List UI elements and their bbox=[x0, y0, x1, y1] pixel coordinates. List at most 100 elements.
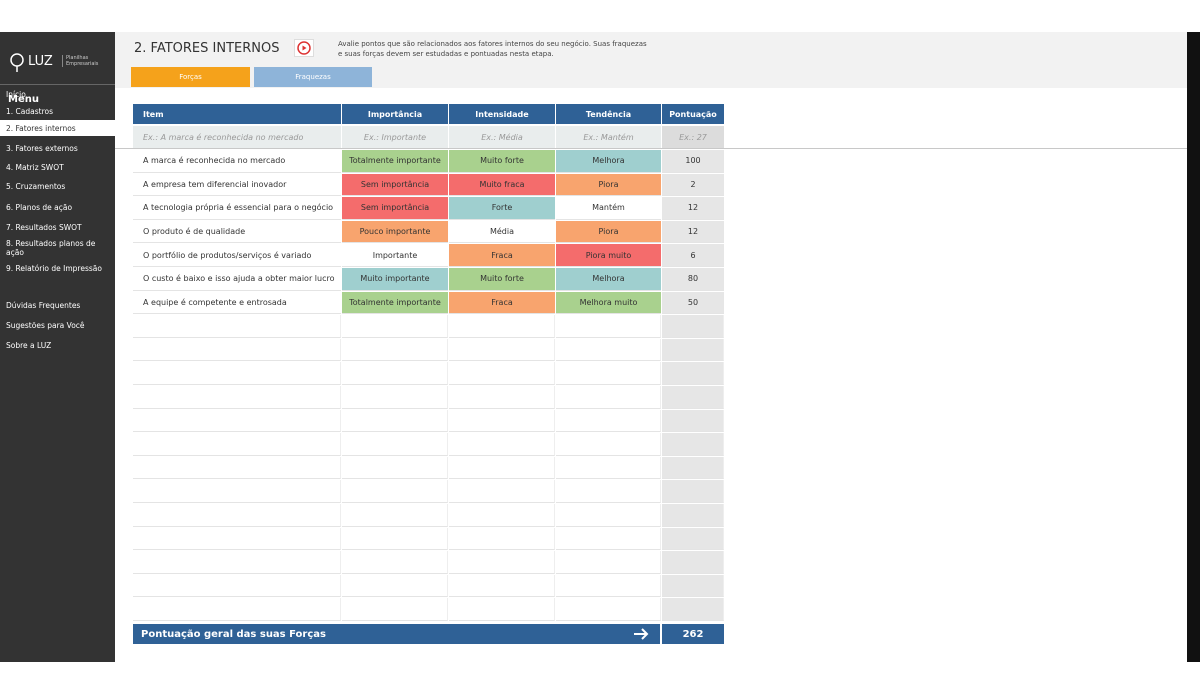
empty-cell bbox=[342, 527, 448, 551]
tab[interactable]: Fraquezas bbox=[254, 67, 372, 87]
column-header: Item bbox=[133, 104, 341, 124]
example-cell: Ex.: Mantém bbox=[556, 126, 661, 148]
empty-cell bbox=[662, 362, 724, 385]
logo: LUZ bbox=[28, 54, 53, 69]
menu-item[interactable]: 5. Cruzamentos bbox=[6, 181, 66, 191]
table-cell: Muito fraca bbox=[449, 173, 555, 197]
empty-cell bbox=[449, 386, 555, 409]
empty-cell bbox=[133, 433, 341, 456]
empty-cell bbox=[133, 527, 341, 551]
empty-cell bbox=[133, 480, 341, 503]
menu-item[interactable]: Dúvidas Frequentes bbox=[6, 300, 81, 310]
menu-title: Menu bbox=[8, 94, 39, 105]
logo-subtitle: Planilhas Empresariais bbox=[62, 55, 106, 67]
table-cell: Sem importância bbox=[342, 197, 448, 220]
menu-item[interactable]: 1. Cadastros bbox=[6, 106, 53, 116]
empty-cell bbox=[449, 409, 555, 433]
empty-cell bbox=[342, 574, 448, 598]
empty-cell bbox=[449, 480, 555, 503]
empty-cell bbox=[662, 315, 724, 338]
play-button[interactable] bbox=[294, 39, 314, 57]
empty-cell bbox=[556, 574, 661, 598]
empty-cell bbox=[662, 598, 724, 621]
empty-cell bbox=[449, 433, 555, 456]
empty-cell bbox=[556, 480, 661, 503]
table-cell: 12 bbox=[662, 220, 724, 244]
table-cell: Importante bbox=[342, 244, 448, 267]
empty-cell bbox=[133, 362, 341, 385]
empty-cell bbox=[662, 527, 724, 551]
table-cell: Piora bbox=[556, 220, 661, 244]
empty-cell bbox=[449, 598, 555, 621]
empty-cell bbox=[556, 409, 661, 433]
menu-item[interactable]: 4. Matriz SWOT bbox=[6, 162, 64, 172]
total-value: 262 bbox=[662, 624, 724, 644]
table-cell: Fraca bbox=[449, 291, 555, 315]
menu-item[interactable]: 2. Fatores internos bbox=[0, 120, 115, 136]
logo-divider bbox=[0, 84, 115, 85]
divider bbox=[115, 148, 1187, 149]
empty-cell bbox=[342, 315, 448, 338]
table-cell: Melhora muito bbox=[556, 291, 661, 315]
table-cell: Totalmente importante bbox=[342, 150, 448, 173]
empty-cell bbox=[556, 598, 661, 621]
column-header: Importância bbox=[342, 104, 448, 124]
column-header: Tendência bbox=[556, 104, 661, 124]
table-cell: 100 bbox=[662, 150, 724, 173]
item-cell: A tecnologia própria é essencial para o … bbox=[133, 197, 341, 220]
empty-cell bbox=[662, 504, 724, 527]
empty-cell bbox=[662, 338, 724, 362]
scrollbar-edge bbox=[1187, 32, 1200, 662]
menu-item[interactable]: 9. Relatório de Impressão bbox=[6, 263, 102, 273]
empty-cell bbox=[133, 504, 341, 527]
table-cell: Totalmente importante bbox=[342, 291, 448, 315]
table-cell: 2 bbox=[662, 173, 724, 197]
empty-cell bbox=[449, 527, 555, 551]
menu-item[interactable]: Início bbox=[6, 89, 26, 99]
empty-cell bbox=[662, 456, 724, 480]
empty-cell bbox=[342, 551, 448, 574]
column-header: Intensidade bbox=[449, 104, 555, 124]
menu-item[interactable]: 3. Fatores externos bbox=[6, 143, 78, 153]
item-cell: A empresa tem diferencial inovador bbox=[133, 173, 341, 197]
menu-item[interactable]: 6. Planos de ação bbox=[6, 202, 73, 212]
empty-cell bbox=[662, 433, 724, 456]
menu-item[interactable]: Sobre a LUZ bbox=[6, 340, 52, 350]
example-cell: Ex.: A marca é reconhecida no mercado bbox=[133, 126, 341, 148]
empty-cell bbox=[556, 386, 661, 409]
empty-cell bbox=[556, 315, 661, 338]
tab[interactable]: Forças bbox=[131, 67, 250, 87]
empty-cell bbox=[449, 551, 555, 574]
table-cell: Muito forte bbox=[449, 150, 555, 173]
table-cell: Sem importância bbox=[342, 173, 448, 197]
menu-item[interactable]: Sugestões para Você bbox=[6, 320, 85, 330]
empty-cell bbox=[556, 456, 661, 480]
item-cell: O portfólio de produtos/serviços é varia… bbox=[133, 244, 341, 267]
table-cell: 50 bbox=[662, 291, 724, 315]
table-cell: Melhora bbox=[556, 150, 661, 173]
description: Avalie pontos que são relacionados aos f… bbox=[338, 40, 647, 58]
empty-cell bbox=[133, 315, 341, 338]
total-label: Pontuação geral das suas Forças bbox=[133, 624, 660, 644]
menu-item[interactable]: 7. Resultados SWOT bbox=[6, 222, 82, 232]
item-cell: A equipe é competente e entrosada bbox=[133, 291, 341, 315]
empty-cell bbox=[342, 409, 448, 433]
table-cell: Pouco importante bbox=[342, 220, 448, 244]
example-cell: Ex.: 27 bbox=[662, 126, 724, 148]
empty-cell bbox=[449, 362, 555, 385]
empty-cell bbox=[556, 338, 661, 362]
empty-cell bbox=[556, 551, 661, 574]
empty-cell bbox=[342, 386, 448, 409]
empty-cell bbox=[342, 433, 448, 456]
empty-cell bbox=[449, 574, 555, 598]
empty-cell bbox=[449, 456, 555, 480]
table-cell: Melhora bbox=[556, 268, 661, 291]
empty-cell bbox=[556, 527, 661, 551]
table-cell: Forte bbox=[449, 197, 555, 220]
empty-cell bbox=[556, 504, 661, 527]
empty-cell bbox=[342, 504, 448, 527]
menu-item[interactable]: 8. Resultados planos de ação bbox=[6, 239, 96, 257]
item-cell: O produto é de qualidade bbox=[133, 220, 341, 244]
empty-cell bbox=[449, 504, 555, 527]
